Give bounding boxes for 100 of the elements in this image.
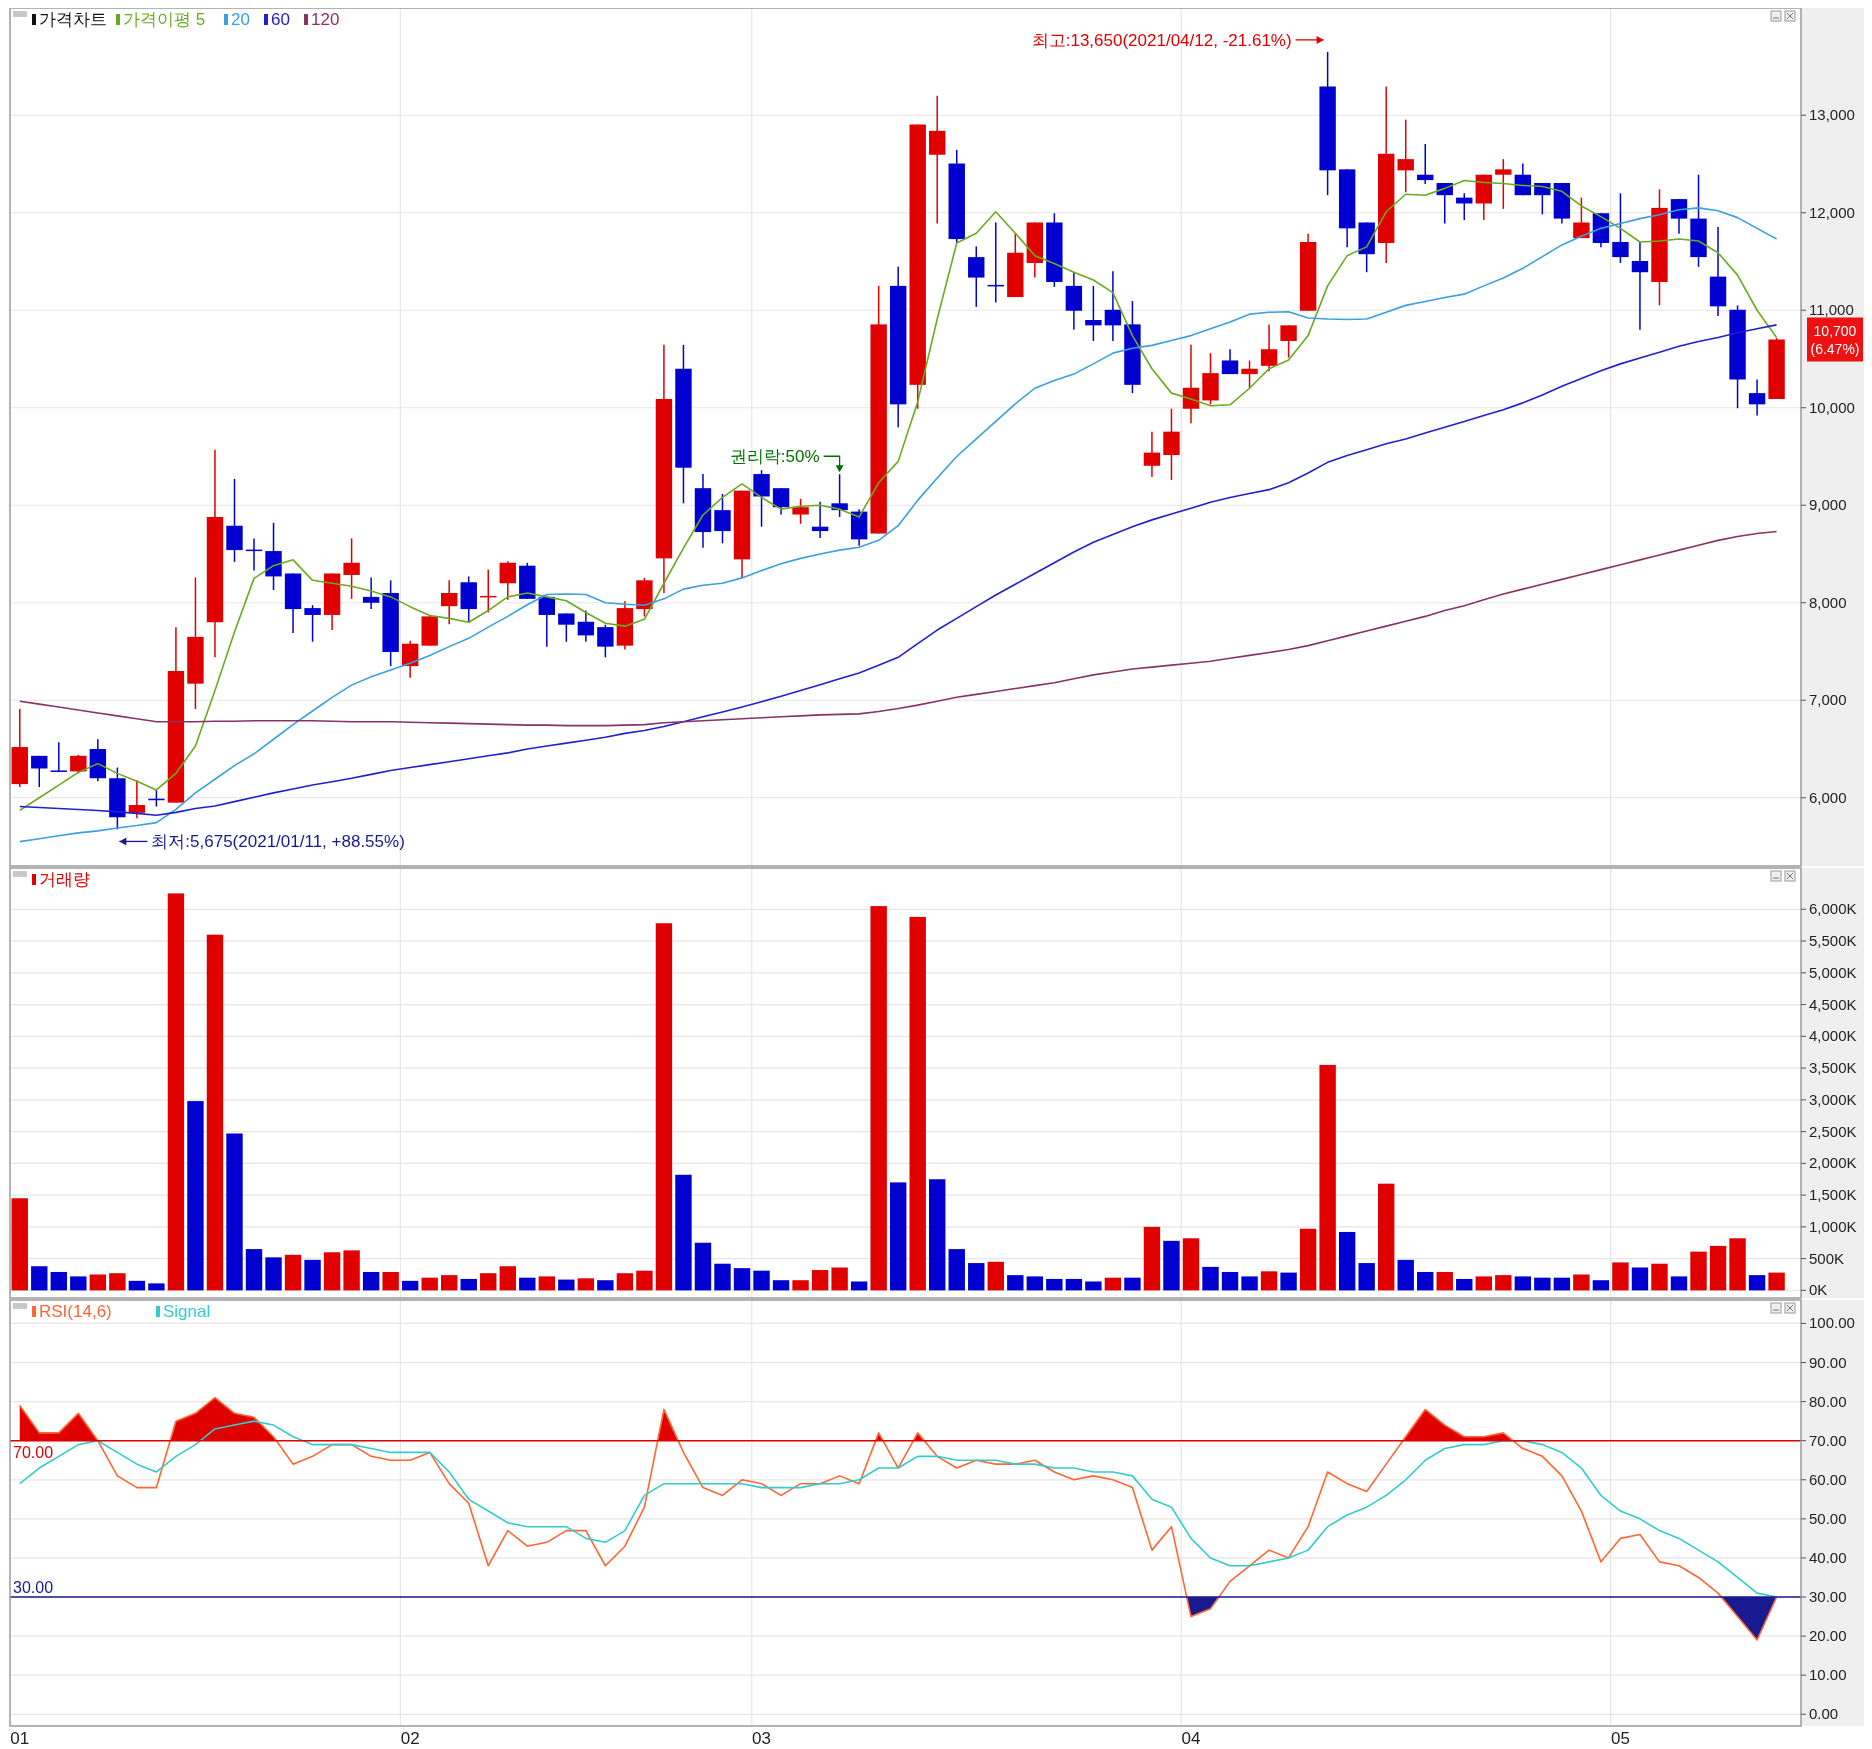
annotation: 최고:13,650(2021/04/12, -21.61%) — [1031, 30, 1292, 50]
candlestick — [1612, 192, 1629, 264]
candlestick — [597, 623, 614, 659]
bar — [714, 1263, 731, 1291]
bar — [1397, 1259, 1414, 1291]
bar — [50, 1271, 67, 1291]
bar — [382, 1271, 399, 1291]
bar — [421, 1277, 438, 1291]
ref-line-label: 30.00 — [13, 1579, 54, 1597]
candlestick — [1241, 359, 1258, 389]
candlestick — [31, 755, 48, 788]
bar — [245, 1249, 263, 1291]
candlestick — [1163, 407, 1180, 481]
ref-line-label: 70.00 — [13, 1443, 54, 1461]
x-tick-label: 03 — [752, 1729, 771, 1748]
y-tick-label: 50.00 — [1809, 1509, 1847, 1527]
legend-label: RSI(14,6) — [39, 1302, 112, 1321]
y-tick-label: 5,000K — [1809, 963, 1857, 981]
bar — [1417, 1271, 1434, 1291]
bar — [1182, 1238, 1200, 1291]
bar — [1260, 1271, 1278, 1291]
y-tick-label: 13,000 — [1809, 106, 1855, 124]
candlestick — [304, 604, 321, 643]
candlestick — [538, 596, 556, 648]
bar — [1456, 1278, 1473, 1291]
candlestick — [1417, 143, 1434, 185]
y-tick-label: 10,000 — [1809, 398, 1855, 416]
candlestick — [1670, 198, 1688, 235]
bar — [1436, 1271, 1453, 1291]
bar — [1748, 1275, 1766, 1291]
y-tick-label: 60.00 — [1809, 1470, 1847, 1488]
bar — [772, 1280, 790, 1291]
legend-label: 가격이평 5 — [123, 10, 206, 29]
bar — [909, 916, 926, 1291]
bar — [31, 1266, 48, 1291]
bar — [987, 1261, 1004, 1291]
candlestick — [714, 493, 731, 545]
bar — [948, 1249, 965, 1291]
candlestick — [362, 576, 380, 610]
bar — [1553, 1277, 1571, 1291]
bar — [1651, 1263, 1668, 1291]
y-tick-label: 11,000 — [1809, 301, 1854, 319]
bar — [1221, 1271, 1239, 1291]
bar — [655, 923, 673, 1291]
candlestick — [50, 741, 67, 773]
bar — [11, 1198, 28, 1291]
bar — [519, 1277, 536, 1291]
y-tick-label: 0.00 — [1809, 1705, 1839, 1723]
candlestick — [772, 487, 790, 516]
y-tick-label: 12,000 — [1809, 203, 1855, 221]
bar — [1729, 1238, 1746, 1291]
bar — [1026, 1276, 1044, 1291]
y-tick-label: 4,000K — [1809, 1027, 1857, 1045]
y-tick-label: 40.00 — [1809, 1548, 1847, 1566]
bar — [323, 1252, 341, 1291]
candlestick — [792, 498, 809, 525]
bar — [1514, 1276, 1532, 1291]
bar — [1280, 1272, 1297, 1291]
y-tick-label: 2,500K — [1809, 1122, 1857, 1140]
bar — [1592, 1280, 1610, 1291]
legend-label: 120 — [311, 10, 340, 29]
bar — [694, 1242, 712, 1291]
bar — [616, 1273, 634, 1291]
y-tick-label: 1,000K — [1809, 1217, 1857, 1235]
candlestick — [968, 245, 985, 308]
bar — [753, 1270, 770, 1291]
candlestick — [577, 609, 595, 643]
bar — [811, 1270, 829, 1291]
text: 10,700 (6.47%) — [1810, 322, 1860, 357]
bar — [148, 1283, 165, 1291]
bar — [441, 1275, 458, 1291]
bar — [1573, 1274, 1590, 1291]
bar — [1631, 1267, 1649, 1291]
candlestick — [1495, 158, 1512, 210]
y-tick-label: 3,500K — [1809, 1059, 1857, 1077]
legend-label: Signal — [163, 1302, 211, 1321]
bar — [1670, 1276, 1688, 1291]
y-tick-label: 30.00 — [1809, 1588, 1847, 1606]
bar — [206, 934, 224, 1291]
bar — [968, 1263, 985, 1291]
bar — [1319, 1064, 1336, 1291]
bar — [304, 1259, 321, 1291]
x-tick-label: 01 — [10, 1729, 30, 1748]
candlestick — [1143, 430, 1161, 478]
bar — [792, 1280, 809, 1291]
bar — [284, 1254, 302, 1291]
bar — [1085, 1281, 1102, 1291]
line-series — [18, 530, 1778, 727]
bar — [538, 1276, 556, 1291]
y-tick-label: 7,000 — [1809, 691, 1847, 709]
bar — [343, 1250, 360, 1291]
candlestick — [1280, 324, 1297, 359]
bar — [362, 1271, 380, 1291]
candlestick — [1748, 378, 1766, 417]
y-tick-label: 0K — [1809, 1281, 1828, 1299]
bar — [1768, 1272, 1785, 1291]
bar — [1709, 1245, 1727, 1291]
y-tick-label: 6,000K — [1809, 900, 1857, 918]
y-tick-label: 100.00 — [1809, 1314, 1855, 1332]
bar — [850, 1281, 868, 1291]
